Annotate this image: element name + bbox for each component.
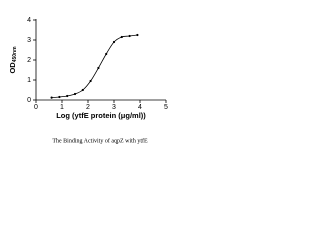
x-axis-label: Log (ytfE protein (μg/ml)) xyxy=(56,111,146,120)
chart: Log (ytfE protein (μg/ml)) OD450nm The B… xyxy=(8,17,168,145)
y-tick-label: 4 xyxy=(27,17,31,24)
x-tick-label: 2 xyxy=(86,104,90,111)
data-point xyxy=(66,94,69,98)
y-axis-label-main: OD xyxy=(8,62,17,74)
x-tick-label: 4 xyxy=(138,104,142,111)
data-point xyxy=(105,52,108,56)
data-point xyxy=(136,33,139,37)
data-point xyxy=(73,92,77,96)
x-tick-label: 3 xyxy=(112,104,116,111)
data-point xyxy=(97,66,100,70)
y-tick-label: 1 xyxy=(27,77,31,84)
y-axis-label: OD450nm xyxy=(8,46,18,74)
x-tick-label: 1 xyxy=(60,104,64,111)
y-axis-label-sub: 450nm xyxy=(12,46,18,62)
data-point xyxy=(50,96,53,99)
y-tick-label: 0 xyxy=(27,97,31,104)
data-point xyxy=(89,79,92,83)
data-point xyxy=(128,34,131,38)
x-tick-label: 0 xyxy=(34,104,38,111)
y-tick-label: 2 xyxy=(27,57,31,64)
y-tick-label: 3 xyxy=(27,37,31,44)
data-point xyxy=(112,40,116,44)
data-point xyxy=(120,35,123,39)
data-point xyxy=(58,95,61,99)
fit-curve xyxy=(51,34,138,98)
caption: The Binding Activity of aqpZ with ytfE xyxy=(52,137,148,144)
data-point xyxy=(81,88,84,92)
x-tick-label: 5 xyxy=(164,104,168,111)
